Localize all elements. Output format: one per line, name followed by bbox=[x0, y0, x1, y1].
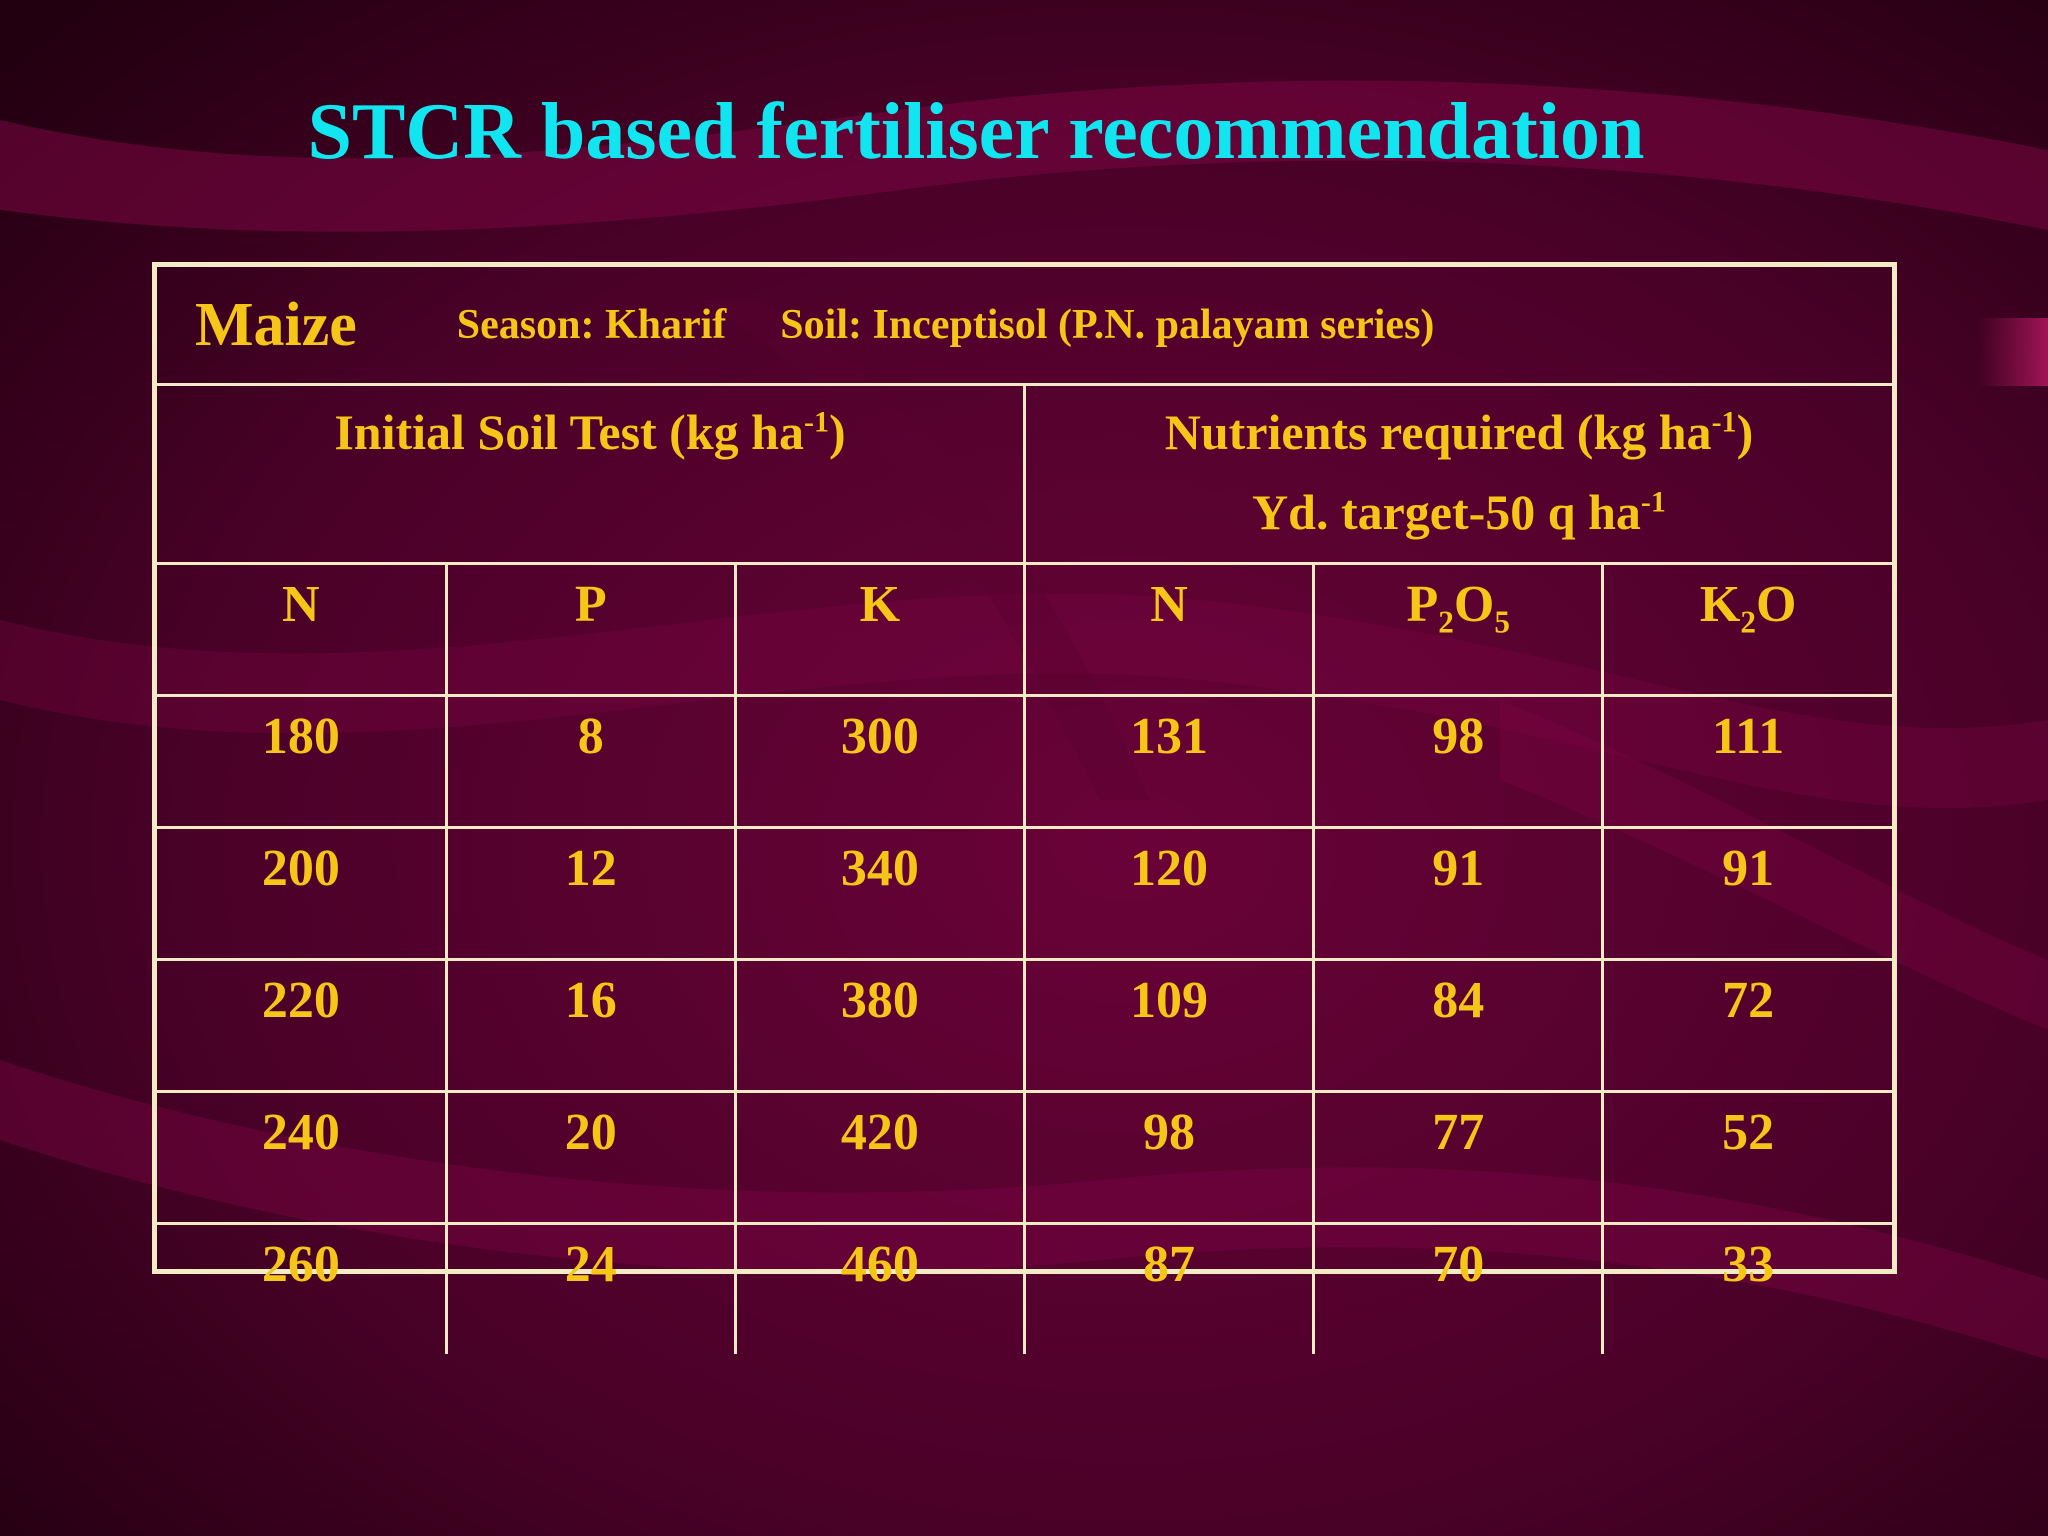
cell-n-required: 87 bbox=[1022, 1222, 1316, 1354]
nutrients-required-sup: -1 bbox=[1711, 405, 1737, 439]
cell-k-soil: 420 bbox=[733, 1090, 1026, 1225]
crop-name: Maize bbox=[195, 290, 357, 359]
cell-k2o: 52 bbox=[1601, 1090, 1892, 1225]
cell-n-soil: 180 bbox=[157, 694, 448, 829]
k2o-k: K bbox=[1699, 576, 1741, 633]
table-row: 240 20 420 98 77 52 bbox=[157, 1090, 1892, 1225]
crop-info-row: Maize Season: Kharif Soil: Inceptisol (P.N… bbox=[157, 267, 1892, 386]
group-header-row: Initial Soil Test (kg ha-1) Nutrients re… bbox=[157, 383, 1892, 565]
recommendation-table: Maize Season: Kharif Soil: Inceptisol (P.N… bbox=[152, 262, 1897, 1354]
initial-soil-test-header: Initial Soil Test (kg ha-1) bbox=[157, 383, 1026, 565]
nutrients-required-header: Nutrients required (kg ha-1) Yd. target-… bbox=[1022, 383, 1892, 565]
p2o5-p: P bbox=[1406, 576, 1439, 633]
cell-n-soil: 260 bbox=[157, 1222, 448, 1354]
cell-p2o5: 70 bbox=[1312, 1222, 1605, 1354]
cell-n-required: 120 bbox=[1022, 826, 1316, 961]
nutrients-required-text: Nutrients required (kg ha bbox=[1164, 404, 1712, 460]
table-row: 180 8 300 131 98 111 bbox=[157, 694, 1892, 829]
col-header-n-soil: N bbox=[157, 562, 448, 697]
table-row: 220 16 380 109 84 72 bbox=[157, 958, 1892, 1093]
cell-p2o5: 84 bbox=[1312, 958, 1605, 1093]
p2o5-o: O bbox=[1453, 576, 1495, 633]
cell-p2o5: 91 bbox=[1312, 826, 1605, 961]
cell-k-soil: 300 bbox=[733, 694, 1026, 829]
cell-n-required: 131 bbox=[1022, 694, 1316, 829]
k2o-o: O bbox=[1755, 576, 1797, 633]
col-header-n-required: N bbox=[1022, 562, 1316, 697]
cell-k2o: 72 bbox=[1601, 958, 1892, 1093]
cell-k-soil: 340 bbox=[733, 826, 1026, 961]
table-row: 200 12 340 120 91 91 bbox=[157, 826, 1892, 961]
table-row: 260 24 460 87 70 33 bbox=[157, 1222, 1892, 1354]
cell-k2o: 111 bbox=[1601, 694, 1892, 829]
cell-p2o5: 98 bbox=[1312, 694, 1605, 829]
cell-n-required: 109 bbox=[1022, 958, 1316, 1093]
col-header-p-soil: P bbox=[444, 562, 737, 697]
cell-n-soil: 220 bbox=[157, 958, 448, 1093]
soil-label: Soil: Inceptisol (P.N. palayam series) bbox=[780, 302, 1435, 348]
cell-p2o5: 77 bbox=[1312, 1090, 1605, 1225]
cell-p-soil: 16 bbox=[444, 958, 737, 1093]
column-header-row: N P K N P2O5 K2O bbox=[157, 562, 1892, 697]
cell-k-soil: 380 bbox=[733, 958, 1026, 1093]
initial-soil-test-tail: ) bbox=[828, 404, 846, 460]
yield-target-text: Yd. target-50 q ha bbox=[1252, 484, 1641, 540]
cell-p-soil: 8 bbox=[444, 694, 737, 829]
yield-target-sup: -1 bbox=[1640, 485, 1666, 519]
col-header-k2o: K2O bbox=[1601, 562, 1892, 697]
cell-n-soil: 240 bbox=[157, 1090, 448, 1225]
season-label: Season: Kharif bbox=[456, 302, 727, 348]
edge-accent bbox=[1978, 318, 2048, 386]
cell-p-soil: 24 bbox=[444, 1222, 737, 1354]
cell-k2o: 91 bbox=[1601, 826, 1892, 961]
p2o5-sub-5: 5 bbox=[1494, 604, 1510, 640]
cell-k-soil: 460 bbox=[733, 1222, 1026, 1354]
slide-title: STCR based fertiliser recommendation bbox=[307, 88, 1645, 176]
cell-p-soil: 12 bbox=[444, 826, 737, 961]
initial-soil-test-text: Initial Soil Test (kg ha bbox=[334, 404, 804, 460]
nutrients-required-tail: ) bbox=[1736, 404, 1754, 460]
p2o5-sub-2: 2 bbox=[1438, 604, 1454, 640]
col-header-p2o5: P2O5 bbox=[1312, 562, 1605, 697]
k2o-sub-2: 2 bbox=[1740, 604, 1756, 640]
col-header-k-soil: K bbox=[733, 562, 1026, 697]
crop-info-cell: Maize Season: Kharif Soil: Inceptisol (P.N… bbox=[157, 267, 1892, 386]
cell-k2o: 33 bbox=[1601, 1222, 1892, 1354]
cell-n-required: 98 bbox=[1022, 1090, 1316, 1225]
cell-p-soil: 20 bbox=[444, 1090, 737, 1225]
initial-soil-test-sup: -1 bbox=[803, 405, 829, 439]
cell-n-soil: 200 bbox=[157, 826, 448, 961]
